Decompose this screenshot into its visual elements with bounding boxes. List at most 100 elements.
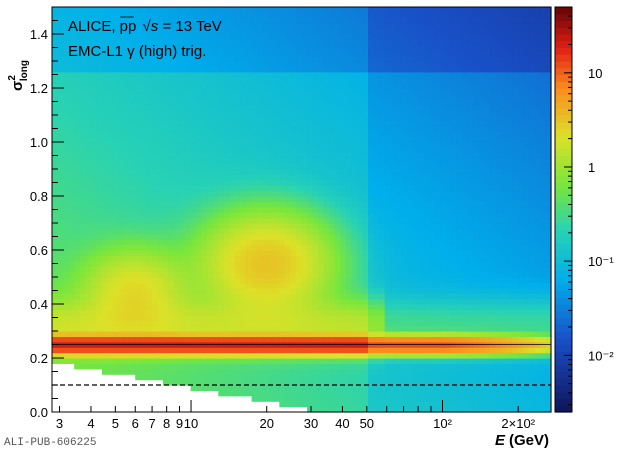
heatmap-cell [268, 50, 275, 57]
heatmap-cell [290, 125, 297, 132]
heatmap-cell [268, 66, 275, 73]
heatmap-cell [307, 352, 314, 359]
heatmap-cell [212, 325, 219, 332]
heatmap-cell [401, 244, 408, 251]
heatmap-cell [52, 163, 59, 170]
heatmap-cell [295, 152, 303, 159]
heatmap-cell [273, 223, 280, 229]
heatmap-cell [429, 368, 436, 375]
heatmap-cell [423, 363, 430, 370]
heatmap-cell [334, 12, 341, 19]
heatmap-cell [434, 174, 441, 181]
heatmap-cell [207, 260, 214, 267]
heatmap-cell [246, 293, 253, 300]
heatmap-cell [395, 298, 402, 305]
heatmap-cell [101, 39, 109, 46]
heatmap-cell [307, 244, 314, 251]
heatmap-cell [295, 17, 303, 24]
heatmap-cell [417, 136, 425, 143]
heatmap-cell [262, 390, 269, 397]
heatmap-cell [307, 163, 314, 170]
heatmap-cell [406, 228, 413, 235]
heatmap-cell [251, 158, 258, 165]
heatmap-cell [229, 271, 236, 278]
heatmap-cell [373, 152, 380, 159]
heatmap-cell [257, 196, 264, 202]
heatmap-cell [96, 244, 103, 251]
heatmap-cell [129, 179, 136, 186]
heatmap-cell [268, 12, 275, 19]
heatmap-cell [284, 244, 292, 251]
heatmap-cell [63, 255, 70, 262]
heatmap-cell [218, 374, 225, 381]
heatmap-cell [356, 260, 364, 267]
heatmap-cell [417, 7, 425, 13]
heatmap-cell [312, 228, 319, 235]
heatmap-cell [151, 152, 158, 159]
heatmap-cell [140, 115, 147, 121]
heatmap-cell [268, 71, 275, 78]
heatmap-cell [340, 169, 347, 175]
heatmap-cell [284, 61, 292, 67]
heatmap-cell [129, 368, 136, 375]
heatmap-cell [140, 293, 147, 300]
heatmap-cell [268, 152, 275, 159]
heatmap-cell [68, 244, 75, 251]
heatmap-cell [390, 201, 397, 208]
heatmap-cell [74, 304, 81, 310]
heatmap-cell [185, 179, 192, 186]
heatmap-cell [279, 93, 286, 100]
heatmap-cell [312, 174, 319, 181]
heatmap-cell [85, 55, 92, 62]
heatmap-cell [273, 228, 280, 235]
heatmap-cell [146, 88, 153, 94]
heatmap-cell [74, 88, 81, 94]
heatmap-cell [107, 104, 114, 111]
heatmap-cell [334, 82, 341, 89]
heatmap-cell [279, 314, 286, 321]
heatmap-cell [223, 77, 231, 84]
heatmap-cell [190, 169, 197, 175]
heatmap-cell [279, 50, 286, 57]
heatmap-cell [124, 142, 131, 148]
heatmap-cell [423, 158, 430, 165]
heatmap-cell [273, 282, 280, 289]
heatmap-cell [79, 50, 86, 57]
heatmap-cell [356, 228, 364, 235]
heatmap-cell [151, 12, 158, 19]
heatmap-cell [229, 320, 236, 327]
heatmap-cell [423, 314, 430, 321]
heatmap-cell [268, 352, 275, 359]
heatmap-cell [356, 23, 364, 30]
heatmap-cell [401, 282, 408, 289]
heatmap-cell [423, 368, 430, 375]
heatmap-cell [223, 147, 231, 154]
heatmap-cell [401, 131, 408, 138]
heatmap-cell [196, 28, 203, 35]
heatmap-cell [284, 163, 292, 170]
heatmap-cell [240, 368, 247, 375]
heatmap-cell [118, 147, 125, 154]
heatmap-cell [251, 374, 258, 381]
heatmap-cell [112, 347, 120, 354]
heatmap-cell [146, 239, 153, 246]
heatmap-cell [101, 233, 109, 240]
heatmap-cell [101, 28, 109, 35]
heatmap-cell [423, 233, 430, 240]
heatmap-cell [395, 401, 402, 408]
heatmap-cell [135, 12, 142, 19]
heatmap-cell [334, 115, 341, 121]
heatmap-cell [401, 163, 408, 170]
heatmap-cell [207, 374, 214, 381]
heatmap-cell [212, 358, 219, 364]
heatmap-cell [79, 298, 86, 305]
heatmap-cell [240, 131, 247, 138]
heatmap-cell [229, 34, 236, 40]
heatmap-cell [118, 331, 125, 337]
heatmap-cell [362, 271, 369, 278]
heatmap-cell [334, 98, 341, 105]
heatmap-cell [173, 287, 181, 294]
heatmap-cell [162, 363, 170, 370]
heatmap-cell [434, 244, 441, 251]
heatmap-cell [146, 147, 153, 154]
